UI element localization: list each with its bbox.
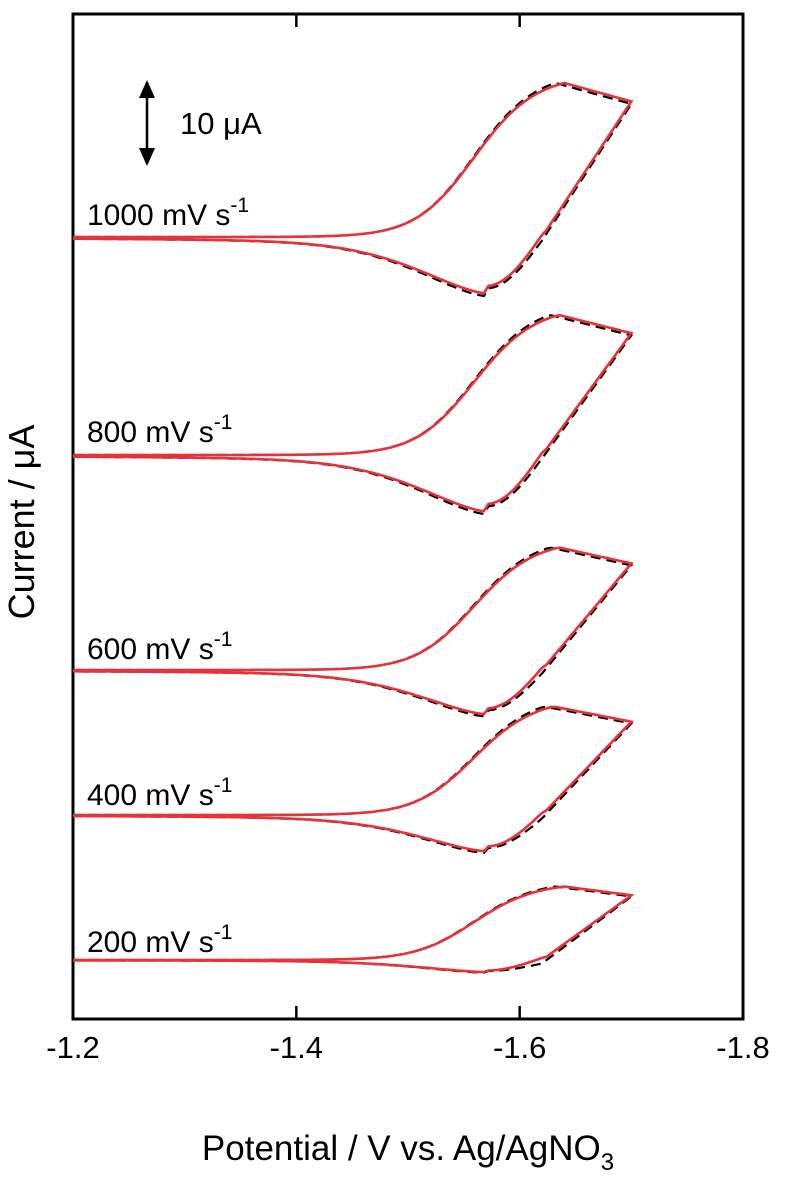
scale-bar-arrow-top: [139, 80, 155, 98]
scan-rate-label-400: 400 mV s-1: [87, 774, 232, 812]
scale-bar-label: 10 μA: [180, 106, 262, 141]
scan-rate-label-text: 800 mV s: [87, 416, 214, 449]
cv-curve-red-1000: [73, 81, 634, 295]
x-tick-label-1: -1.4: [270, 1030, 323, 1065]
scan-rate-label-superscript: -1: [214, 774, 233, 797]
cv-curve-red-800: [73, 313, 634, 513]
scan-rate-label-text: 1000 mV s: [87, 199, 230, 232]
scan-rate-label-text: 400 mV s: [87, 779, 214, 812]
scan-rate-label-superscript: -1: [214, 921, 233, 944]
x-axis-label-main: Potential / V vs. Ag/AgNO: [202, 1129, 601, 1168]
scan-rate-label-superscript: -1: [214, 628, 233, 651]
cv-curves: [73, 81, 635, 974]
x-tick-label-3: -1.8: [716, 1030, 769, 1065]
scan-rate-label-600: 600 mV s-1: [87, 628, 232, 666]
cv-curve-dashed-1000: [73, 81, 634, 298]
scan-rate-label-text: 200 mV s: [87, 926, 214, 959]
scale-bar: 10 μA: [139, 80, 262, 166]
scan-rate-label-superscript: -1: [230, 194, 249, 217]
x-ticks: -1.2 -1.4 -1.6 -1.8: [46, 14, 770, 1065]
cv-curve-dashed-600: [73, 546, 634, 718]
scan-rate-label-200: 200 mV s-1: [87, 921, 232, 959]
scan-rate-label-superscript: -1: [214, 411, 233, 434]
plot-frame: [71, 12, 745, 1021]
x-axis-label: Potential / V vs. Ag/AgNO3: [202, 1129, 614, 1176]
scan-rate-label-text: 600 mV s: [87, 633, 214, 666]
scan-rate-label-800: 800 mV s-1: [87, 411, 232, 449]
x-tick-label-0: -1.2: [46, 1030, 99, 1065]
cv-curve-red-200: [73, 885, 635, 974]
x-axis-label-subscript: 3: [601, 1149, 614, 1176]
scan-rate-label-1000: 1000 mV s-1: [87, 194, 249, 232]
scale-bar-arrow-bottom: [139, 148, 155, 166]
y-axis-label: Current / μA: [1, 425, 42, 620]
cv-curve-dashed-800: [73, 314, 634, 516]
cv-curve-red-400: [73, 705, 634, 853]
cv-curve-red-600: [73, 546, 634, 716]
x-tick-label-2: -1.6: [493, 1030, 546, 1065]
